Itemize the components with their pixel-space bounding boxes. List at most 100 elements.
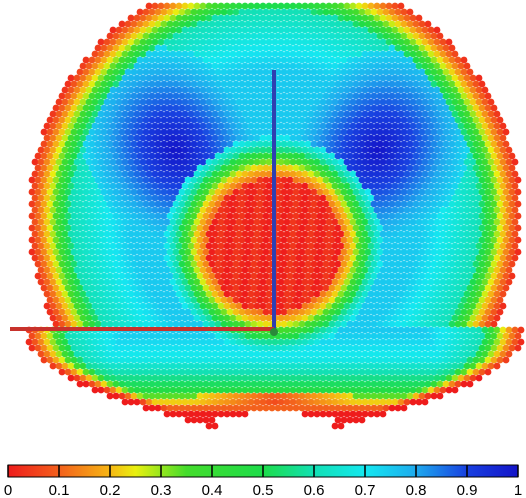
heatmap-dot [133,14,141,22]
heatmap-dot [133,38,141,46]
heatmap-dot [406,212,414,220]
heatmap-dot [208,152,216,160]
heatmap-dot [472,236,480,244]
heatmap-dot [484,296,492,304]
heatmap-dot [184,92,192,100]
heatmap-dot [310,392,318,400]
heatmap-dot [244,392,252,400]
heatmap-dot [208,200,216,208]
heatmap-dot [253,194,261,202]
heatmap-dot [346,68,354,76]
heatmap-dot [91,74,99,82]
heatmap-dot [367,182,375,190]
heatmap-dot [355,326,363,334]
heatmap-dot [460,368,468,376]
heatmap-dot [442,176,450,184]
heatmap-dot [475,242,483,250]
heatmap-dot [124,140,132,148]
heatmap-dot [352,140,360,148]
heatmap-dot [34,272,42,280]
heatmap-dot [208,116,216,124]
heatmap-dot [385,14,393,22]
heatmap-dot [331,362,339,370]
heatmap-dot [490,152,498,160]
heatmap-dot [46,140,54,148]
heatmap-dot [496,116,504,124]
heatmap-dot [307,98,315,106]
heatmap-dot [253,110,261,118]
heatmap-dot [238,140,246,148]
heatmap-dot [139,62,147,70]
heatmap-dot [46,296,54,304]
heatmap-dot [292,188,300,196]
heatmap-dot [385,158,393,166]
heatmap-dot [133,62,141,70]
heatmap-dot [40,224,48,232]
heatmap-dot [145,254,153,262]
heatmap-dot [499,170,507,178]
heatmap-dot [178,368,186,376]
heatmap-dot [289,230,297,238]
heatmap-dot [262,272,270,280]
heatmap-dot [169,14,177,22]
heatmap-dot [355,398,363,406]
heatmap-dot [172,236,180,244]
heatmap-dot [418,308,426,316]
heatmap-dot [373,122,381,130]
heatmap-dot [379,374,387,382]
heatmap-dot [331,278,339,286]
heatmap-dot [112,140,120,148]
heatmap-dot [154,140,162,148]
heatmap-dot [427,158,435,166]
heatmap-dot [277,14,285,22]
heatmap-dot [229,170,237,178]
heatmap-dot [436,320,444,328]
heatmap-dot [505,158,513,166]
heatmap-dot [406,176,414,184]
heatmap-dot [184,140,192,148]
heatmap-dot [394,8,402,16]
heatmap-dot [241,302,249,310]
heatmap-dot [256,176,264,184]
heatmap-dot [313,398,321,406]
heatmap-dot [304,356,312,364]
heatmap-dot [499,230,507,238]
heatmap-dot [430,248,438,256]
heatmap-dot [436,356,444,364]
heatmap-dot [430,308,438,316]
heatmap-dot [361,122,369,130]
heatmap-dot [46,272,54,280]
heatmap-dot [94,224,102,232]
heatmap-dot [232,392,240,400]
heatmap-dot [145,26,153,34]
heatmap-dot [166,92,174,100]
heatmap-dot [418,188,426,196]
heatmap-dot [259,230,267,238]
heatmap-dot [184,8,192,16]
heatmap-dot [394,140,402,148]
heatmap-dot [247,302,255,310]
heatmap-dot [118,200,126,208]
heatmap-dot [82,344,90,352]
heatmap-dot [343,410,351,418]
heatmap-dot [181,62,189,70]
heatmap-dot [367,170,375,178]
heatmap-dot [61,98,69,106]
heatmap-dot [487,194,495,202]
heatmap-dot [514,212,522,220]
heatmap-dot [115,374,123,382]
heatmap-dot [364,8,372,16]
heatmap-dot [292,116,300,124]
heatmap-dot [220,188,228,196]
heatmap-dot [322,272,330,280]
heatmap-dot [439,146,447,154]
heatmap-dot [325,410,333,418]
heatmap-dot [319,146,327,154]
heatmap-dot [223,218,231,226]
heatmap-dot [310,152,318,160]
heatmap-dot [373,26,381,34]
heatmap-dot [196,8,204,16]
heatmap-dot [187,302,195,310]
heatmap-dot [214,164,222,172]
heatmap-dot [205,374,213,382]
